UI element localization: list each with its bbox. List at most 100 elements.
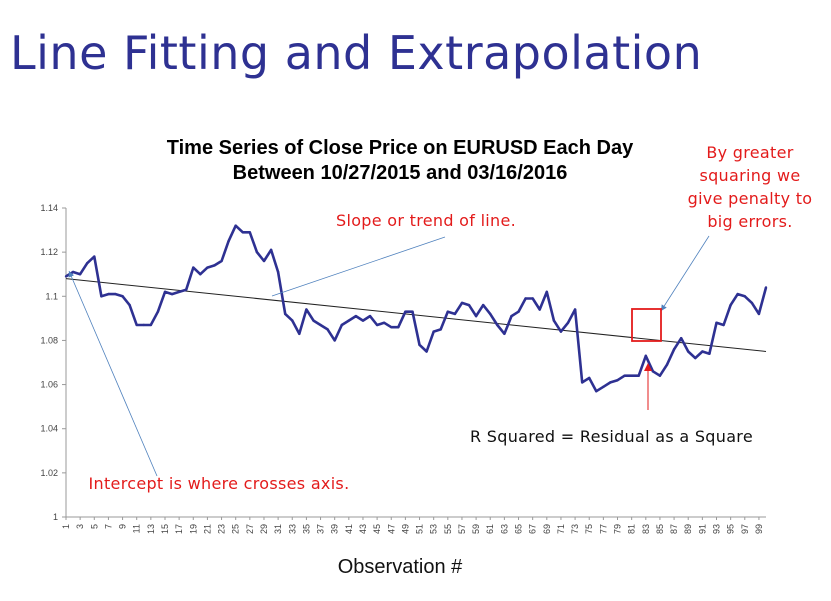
series-point [192, 266, 195, 269]
series-point [644, 354, 647, 358]
x-tick-label: 27 [245, 524, 255, 534]
series-point [128, 303, 131, 307]
x-tick-label: 29 [259, 524, 269, 534]
x-tick-label: 1 [61, 524, 71, 529]
x-tick-label: 17 [174, 524, 184, 534]
series-point [552, 319, 556, 322]
series-point [722, 323, 725, 327]
series-point [312, 319, 315, 322]
x-tick-label: 63 [499, 524, 509, 534]
x-tick-label: 71 [556, 524, 566, 534]
series-point [319, 323, 322, 327]
x-tick-label: 85 [655, 524, 665, 534]
chart-title: Time Series of Close Price on EURUSD Eac… [100, 136, 700, 186]
series-point [439, 328, 442, 331]
series-point [701, 350, 704, 353]
series-point [107, 292, 110, 296]
x-tick-label: 49 [400, 524, 410, 534]
penalty-pointer-arrow [660, 235, 710, 312]
series-point [93, 255, 96, 258]
series-point [135, 323, 138, 327]
series-point [595, 389, 598, 393]
penalty-annotation: By greater squaring we give penalty to b… [687, 143, 813, 231]
series-point [78, 273, 82, 276]
x-tick-label: 33 [287, 524, 297, 534]
series-point [177, 290, 181, 294]
series-point [637, 374, 640, 377]
series-point [580, 381, 584, 384]
series-point [276, 270, 280, 274]
series-point [354, 314, 358, 318]
series-point [390, 325, 393, 329]
x-tick-label: 37 [316, 524, 326, 534]
x-axis-label: Observation # [337, 556, 463, 578]
y-tick-label: 1 [53, 512, 58, 522]
series-point [665, 363, 669, 366]
series-point [489, 312, 492, 316]
x-tick-label: 45 [372, 524, 382, 534]
x-tick-label: 25 [231, 524, 241, 534]
x-tick-label: 57 [457, 524, 467, 534]
series-point [234, 224, 237, 227]
series-point [573, 308, 577, 311]
x-tick-label: 87 [669, 524, 679, 534]
series-point [672, 348, 676, 351]
x-tick-label: 11 [132, 524, 142, 533]
x-tick-label: 77 [598, 524, 608, 534]
annotation-overlay [68, 235, 710, 477]
series-point [609, 381, 612, 384]
intercept-pointer-arrow [68, 270, 158, 477]
series-point [524, 297, 527, 300]
x-tick-label: 73 [570, 524, 580, 534]
x-tick-label: 19 [188, 524, 198, 534]
x-tick-label: 93 [712, 524, 722, 534]
x-axis-ticks: 1 3 5 7 9 11 13 15 17 19 21 23 25 27 29 31 33 35 37 39 41 43 4… [61, 517, 764, 534]
y-tick-label: 1.02 [40, 468, 58, 478]
series-point [170, 292, 174, 296]
x-tick-label: 47 [386, 524, 396, 534]
x-tick-label: 59 [471, 524, 481, 534]
x-tick-label: 67 [528, 524, 538, 534]
x-tick-label: 89 [683, 524, 693, 534]
series-point [474, 314, 478, 318]
x-tick-label: 91 [697, 524, 707, 534]
series-point [220, 259, 223, 263]
series-point [481, 303, 485, 307]
x-tick-label: 81 [627, 524, 637, 534]
y-tick-label: 1.04 [40, 424, 58, 434]
residual-arrowhead [644, 363, 652, 371]
x-tick-label: 65 [514, 524, 524, 534]
series-point [757, 312, 761, 316]
series-point [531, 297, 534, 300]
series-point [616, 378, 619, 382]
series-point [503, 332, 506, 336]
series-point [156, 310, 160, 313]
series-point [333, 339, 336, 342]
x-tick-label: 7 [103, 524, 113, 529]
series-point [764, 286, 768, 289]
series-point [397, 325, 400, 329]
series-point [736, 292, 739, 296]
x-tick-label: 55 [443, 524, 453, 534]
series-point [248, 231, 252, 234]
series-line [65, 224, 768, 393]
slope-pointer-line [271, 236, 446, 297]
slope-annotation: Slope or trend of line. [336, 211, 517, 230]
x-tick-label: 13 [146, 524, 156, 534]
series-point [588, 376, 591, 380]
series-point [630, 374, 633, 377]
x-tick-label: 39 [330, 524, 340, 534]
series-point [623, 374, 626, 377]
series-point [446, 310, 450, 313]
series-point [361, 319, 365, 322]
x-tick-label: 21 [202, 524, 212, 534]
series-point [114, 292, 117, 296]
series-point [750, 301, 754, 305]
series-point [411, 310, 414, 313]
series-point [241, 231, 244, 234]
series-point [283, 312, 287, 316]
series-point [687, 350, 690, 353]
series-point [658, 374, 662, 377]
series-point [375, 323, 379, 327]
series-point [453, 312, 457, 316]
